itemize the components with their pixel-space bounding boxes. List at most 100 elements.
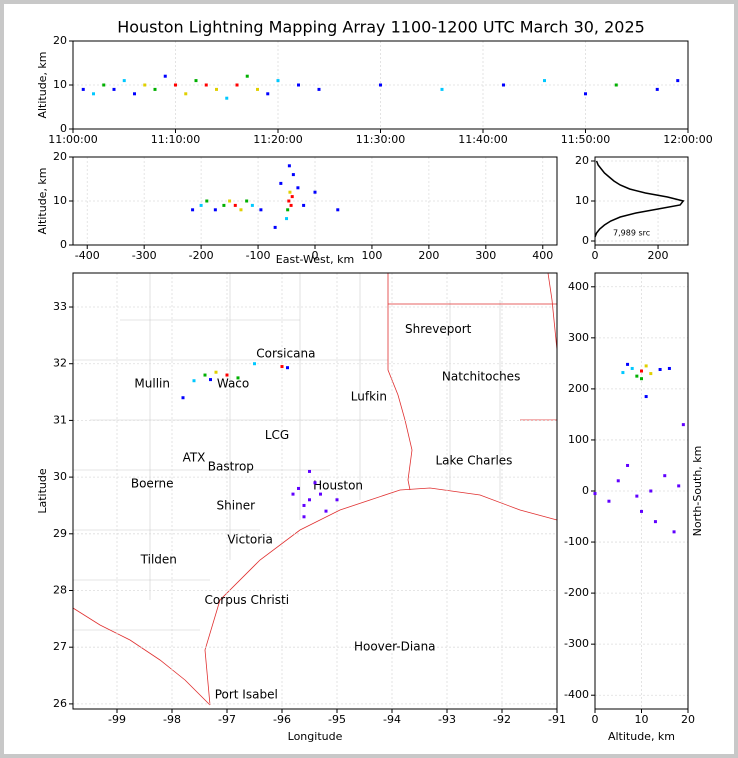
y-tick-label: 300: [568, 331, 589, 344]
source-point: [214, 370, 218, 374]
source-point: [302, 515, 306, 519]
source-point: [626, 463, 630, 467]
source-point: [280, 365, 284, 369]
source-point: [308, 498, 311, 502]
x-tick-label: 11:20:00: [253, 133, 302, 146]
source-point: [379, 83, 382, 87]
y-tick-label: -200: [564, 586, 589, 599]
source-point: [649, 489, 653, 493]
source-point: [640, 369, 643, 373]
x-tick-label: -98: [163, 713, 181, 726]
source-point: [297, 83, 300, 87]
y-tick-label: 26: [53, 697, 67, 710]
x-tick-label: 400: [532, 249, 553, 262]
source-point: [584, 92, 587, 96]
source-point: [236, 376, 240, 380]
source-point: [324, 509, 328, 513]
plot-frame: [594, 272, 689, 710]
source-point: [245, 199, 249, 203]
source-point: [225, 373, 229, 377]
source-point: [228, 199, 232, 203]
x-axis-label: Altitude, km: [608, 730, 675, 743]
y-tick-label: 27: [53, 640, 67, 653]
source-point: [663, 474, 667, 478]
source-point: [681, 423, 685, 427]
y-tick-label: -100: [564, 535, 589, 548]
plot-frame: [594, 156, 689, 246]
source-point: [194, 79, 198, 83]
source-point: [287, 199, 291, 203]
annotation: 7,989 src: [613, 229, 650, 238]
x-tick-label: -200: [189, 249, 214, 262]
city-label: Corpus Christi: [205, 593, 290, 607]
y-tick-label: 20: [53, 34, 67, 47]
y-tick-label: 0: [582, 234, 589, 247]
source-point: [655, 87, 659, 91]
source-point: [667, 366, 671, 370]
y-tick-label: 400: [568, 280, 589, 293]
source-point: [174, 83, 177, 87]
source-point: [192, 379, 196, 383]
x-tick-label: -400: [75, 249, 100, 262]
source-point: [658, 367, 662, 371]
x-tick-label: 0: [592, 713, 599, 726]
source-point: [677, 484, 681, 488]
x-tick-label: -93: [438, 713, 456, 726]
source-point: [440, 87, 444, 91]
source-point: [81, 87, 85, 91]
source-point: [630, 366, 634, 370]
source-point: [205, 199, 209, 203]
y-tick-label: 28: [53, 584, 67, 597]
x-tick-label: -94: [383, 713, 401, 726]
source-point: [204, 83, 208, 87]
source-point: [276, 79, 280, 83]
x-tick-label: 0: [592, 249, 599, 262]
altitude-profile: [594, 160, 685, 238]
x-tick-label: 11:30:00: [356, 133, 405, 146]
city-label: Mullin: [134, 377, 170, 391]
x-tick-label: 11:00:00: [48, 133, 97, 146]
source-point: [635, 374, 639, 378]
y-tick-label: 100: [568, 433, 589, 446]
source-point: [163, 74, 167, 78]
city-label: ATX: [183, 450, 206, 464]
y-tick-label: -300: [564, 637, 589, 650]
source-point: [308, 469, 311, 473]
source-point: [203, 373, 207, 377]
city-label: Tilden: [140, 552, 177, 566]
source-point: [250, 203, 254, 207]
source-point: [336, 208, 340, 212]
y-tick-label: 30: [53, 470, 67, 483]
city-label: Victoria: [227, 533, 273, 547]
source-point: [259, 208, 263, 212]
city-label: Houston: [313, 479, 363, 493]
source-point: [291, 173, 295, 177]
y-tick-label: 0: [582, 484, 589, 497]
source-point: [644, 364, 648, 368]
county-lines: [73, 273, 501, 631]
y-tick-label: 33: [53, 300, 67, 313]
plot-frame: [72, 272, 558, 710]
city-label: Boerne: [131, 476, 174, 490]
source-point: [256, 87, 259, 91]
source-point: [92, 92, 95, 96]
source-point: [616, 479, 620, 483]
source-point: [199, 203, 203, 207]
y-axis-label: Altitude, km: [36, 51, 49, 118]
source-point: [288, 190, 292, 194]
x-tick-label: 100: [361, 249, 382, 262]
source-point: [297, 486, 300, 490]
y-axis-label: Latitude: [36, 468, 49, 514]
x-tick-label: -99: [108, 713, 126, 726]
x-tick-label: -96: [273, 713, 291, 726]
x-tick-label: 11:10:00: [151, 133, 200, 146]
y-tick-label: -400: [564, 688, 589, 701]
source-point: [335, 498, 339, 502]
source-point: [122, 79, 126, 83]
source-point: [640, 377, 643, 381]
y-tick-label: 31: [53, 413, 67, 426]
figure-title: Houston Lightning Mapping Array 1100-120…: [117, 18, 645, 37]
source-point: [319, 492, 322, 496]
